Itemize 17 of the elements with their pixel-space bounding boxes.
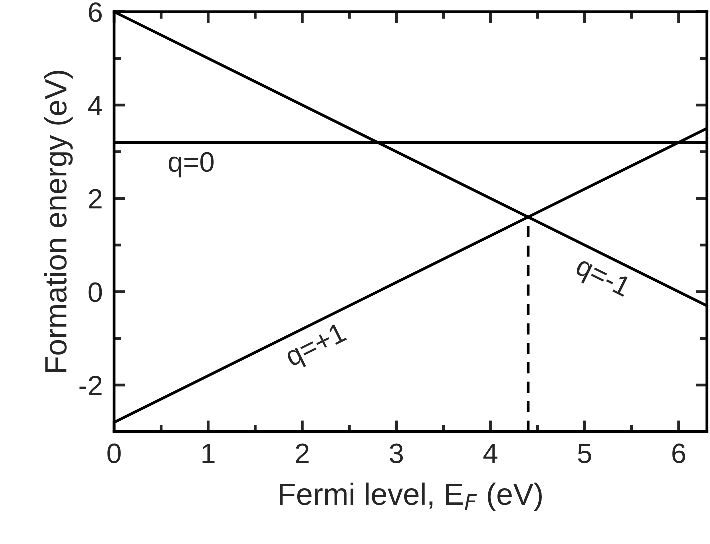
y-tick-label: -2 (80, 376, 102, 396)
x-tick-label: 0 (108, 444, 121, 464)
series-label: q=0 (168, 152, 214, 178)
x-tick-label: 5 (578, 444, 592, 464)
text: q=+1 (284, 322, 350, 372)
x-tick-label: 3 (390, 444, 404, 464)
x-tick-label: 1 (202, 444, 215, 464)
x-tick-label: 2 (296, 444, 309, 464)
x-tick-label: 6 (672, 444, 686, 464)
y-tick-label: 2 (89, 189, 102, 209)
x-tick-label: 4 (484, 444, 498, 464)
y-tick-label: 6 (89, 2, 102, 22)
text: q=-1 (572, 256, 632, 302)
x-axis-title: Fermi level, E$_{F}$ (eV) (280, 482, 542, 512)
y-axis-title: Formation energy (eV) (44, 71, 73, 372)
y-tick-label: 4 (88, 96, 102, 116)
y-tick-label: 0 (88, 282, 102, 302)
